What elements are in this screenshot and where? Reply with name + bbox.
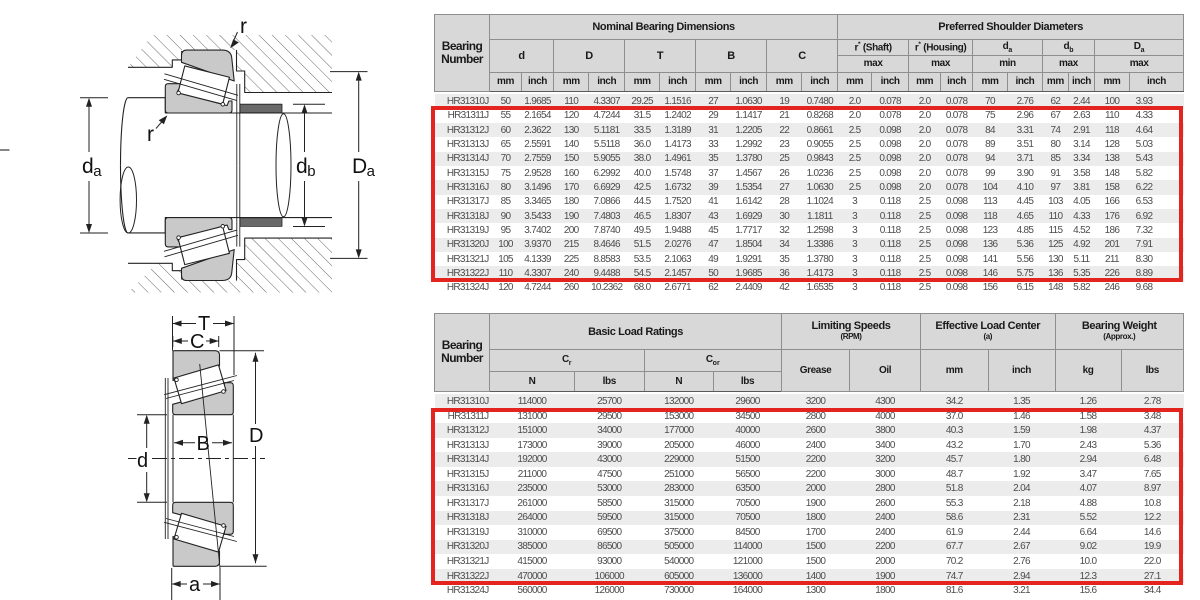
svg-text:C: C <box>190 331 204 353</box>
svg-text:da: da <box>82 155 102 180</box>
svg-text:d: d <box>137 450 148 472</box>
svg-text:B: B <box>197 433 210 455</box>
svg-text:r: r <box>240 15 247 38</box>
svg-text:a: a <box>189 574 201 596</box>
svg-text:db: db <box>296 155 315 180</box>
svg-text:T: T <box>198 313 210 335</box>
svg-text:D: D <box>249 425 263 447</box>
svg-text:r: r <box>147 123 154 146</box>
svg-text:Da: Da <box>352 155 376 180</box>
